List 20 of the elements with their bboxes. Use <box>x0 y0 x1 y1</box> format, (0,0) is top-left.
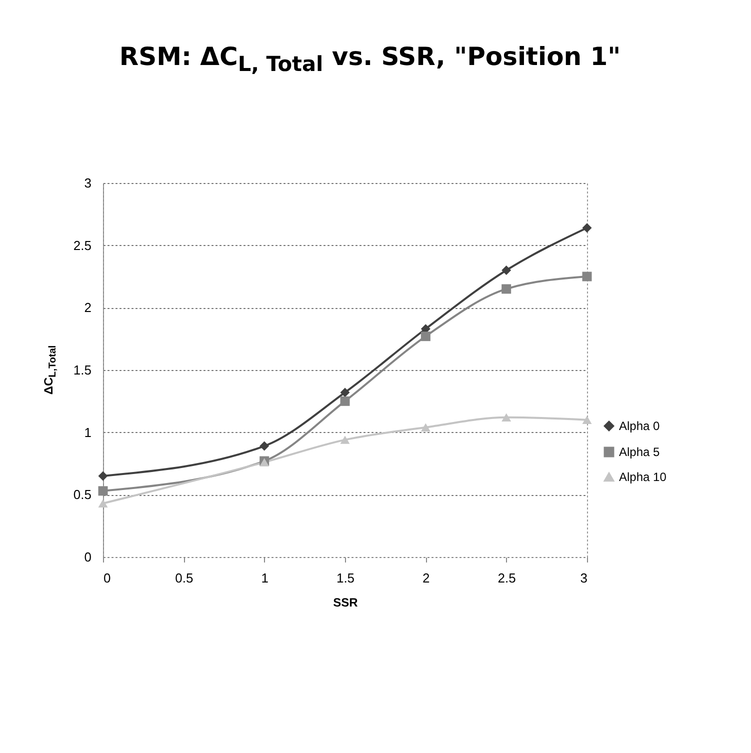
y-tick-label: 2.5 <box>73 238 92 253</box>
y-tick-label: 1.5 <box>73 362 92 378</box>
x-tick-label: 1.5 <box>336 570 355 586</box>
point <box>502 266 512 276</box>
chart-title: RSM: ΔC$_{L, Total}$ vs. SSR, "Position 1" <box>118 42 622 76</box>
y-tick-label: 0.5 <box>73 487 92 502</box>
x-tick-label: 2 <box>422 570 430 586</box>
x-tick-label: 0.5 <box>175 570 194 586</box>
y-tick-label: 0 <box>84 550 92 564</box>
legend-label: Alpha 10 <box>619 470 667 484</box>
legend-label: Alpha 0 <box>619 419 660 433</box>
x-tick-label: 1 <box>261 570 268 586</box>
y-tick-label: 3 <box>84 176 92 190</box>
x-axis-title: SSR <box>333 596 358 610</box>
x-tick-label: 3 <box>580 570 588 586</box>
legend-label: Alpha 5 <box>619 445 660 459</box>
y-tick-label: 2 <box>84 300 92 316</box>
x-tick-label: 2.5 <box>498 570 516 586</box>
y-tick-label: 1 <box>84 424 92 440</box>
x-tick-label: 0 <box>104 570 111 586</box>
